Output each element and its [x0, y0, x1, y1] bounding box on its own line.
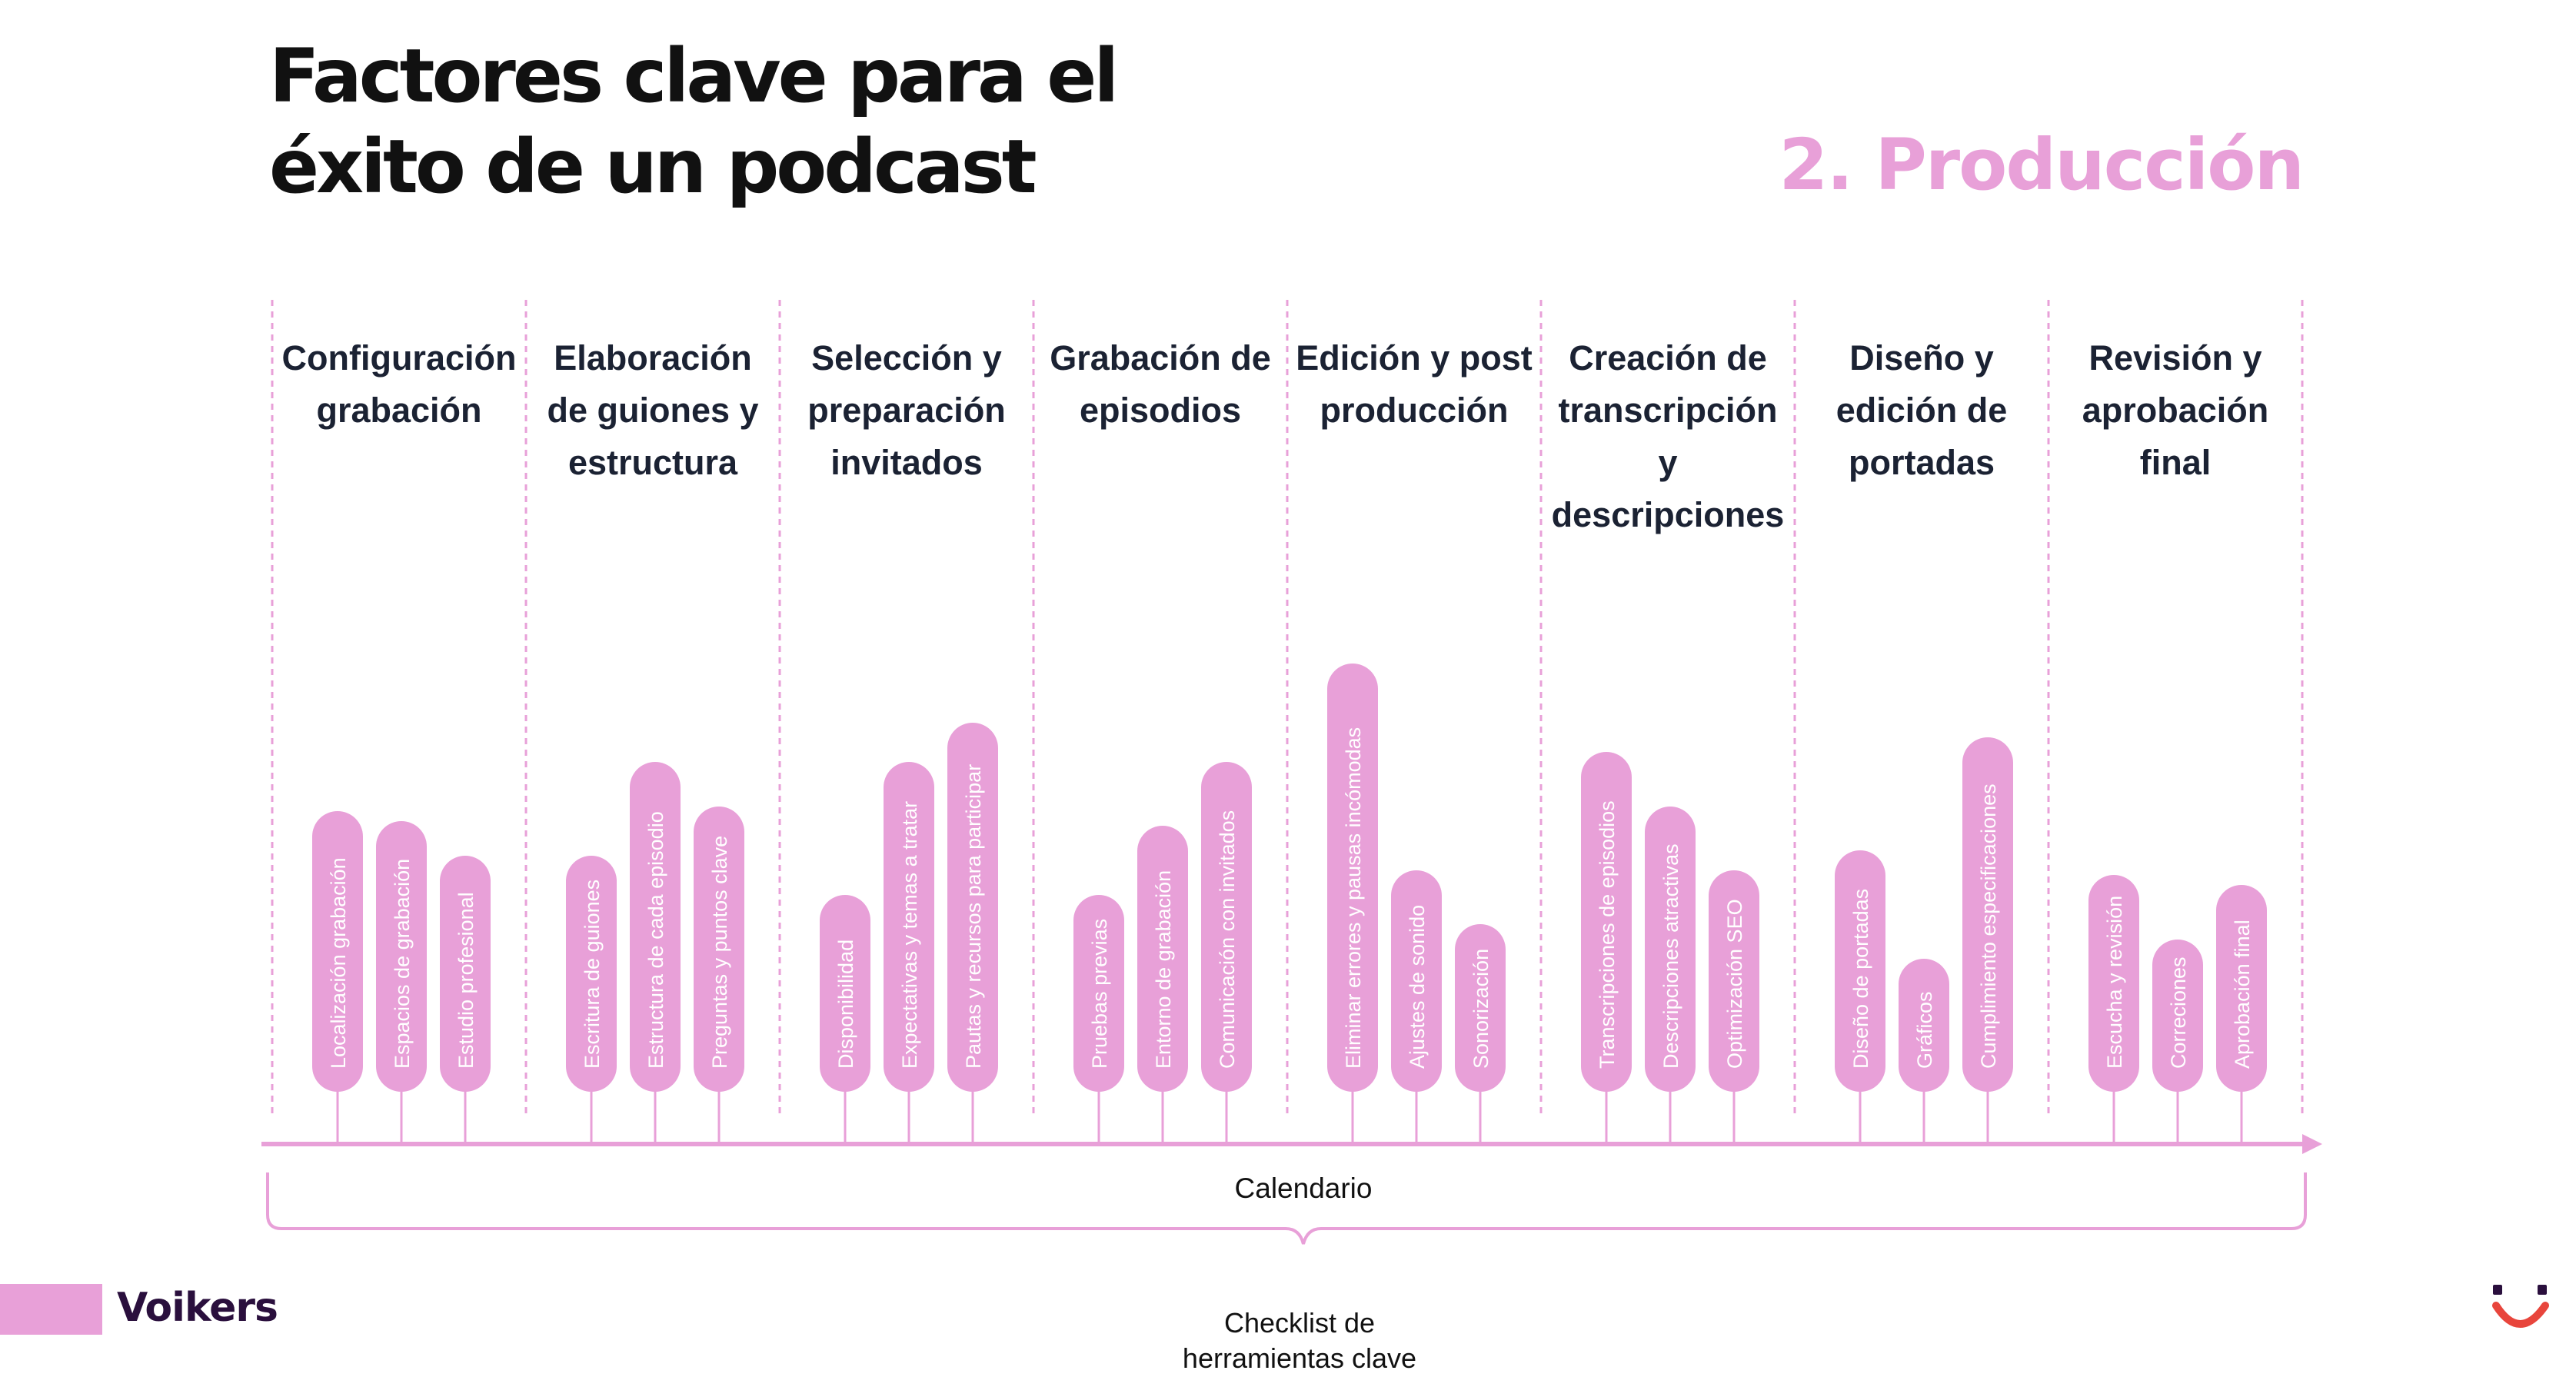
column-heading-line: final	[2139, 443, 2212, 482]
item-label: Entorno de grabación	[1152, 870, 1175, 1069]
column-heading-line: Elaboración	[554, 338, 752, 378]
item-pill	[440, 856, 491, 1092]
item-pill	[1073, 895, 1124, 1092]
checklist-label: Checklist de herramientas clave	[1107, 1306, 1492, 1376]
item-pill	[1137, 826, 1188, 1092]
item-pill	[884, 762, 934, 1092]
column-heading-line: portadas	[1848, 443, 1995, 482]
column-heading: Selección y preparación invitados	[787, 332, 1026, 489]
title-line-2: éxito de un podcast	[269, 124, 1037, 210]
column-heading-line: descripciones	[1551, 495, 1785, 534]
title-line-1: Factores clave para el	[269, 33, 1119, 119]
item-pill	[1709, 870, 1759, 1092]
column-heading: Edición y post producción	[1295, 332, 1533, 437]
column-heading: Diseño y edición de portadas	[1802, 332, 2041, 489]
timeline-arrow-icon	[2302, 1134, 2322, 1154]
item-label: Eliminar errores y pausas incómodas	[1342, 727, 1365, 1069]
item-pill	[1455, 924, 1506, 1092]
column-heading-line: grabación	[316, 391, 482, 430]
item-label: Expectativas y temas a tratar	[898, 801, 921, 1069]
item-label: Estudio profesional	[454, 892, 478, 1069]
item-label: Pautas y recursos para participar	[962, 764, 985, 1069]
item-pill	[1962, 737, 2013, 1092]
checklist-line-2: herramientas clave	[1182, 1342, 1417, 1374]
item-label: Espacios de grabación	[391, 859, 414, 1069]
item-label: Estructura de cada episodio	[644, 811, 667, 1069]
smile-logo-icon	[2492, 1285, 2549, 1328]
column-heading-line: Creación de	[1569, 338, 1767, 378]
item-label: Optimización SEO	[1723, 899, 1746, 1069]
item-pill	[630, 762, 681, 1092]
column-heading-line: edición de	[1835, 391, 2008, 430]
item-label: Preguntas y puntos clave	[708, 836, 731, 1069]
item-pill	[376, 821, 427, 1092]
item-pill	[1835, 850, 1885, 1092]
item-label: Cumplimiento especificaciones	[1977, 783, 2000, 1069]
item-pill	[1391, 870, 1442, 1092]
item-pill	[1645, 807, 1696, 1092]
item-label: Sonorización	[1469, 949, 1493, 1069]
column-heading-line: y	[1658, 443, 1678, 482]
item-pill	[694, 807, 744, 1092]
item-label: Gráficos	[1913, 991, 1936, 1069]
item-label: Localización grabación	[327, 857, 350, 1069]
stage-title: 2. Producción	[1779, 124, 2305, 206]
item-label: Escritura de guiones	[581, 880, 604, 1069]
column-heading: Grabación de episodios	[1041, 332, 1280, 437]
item-label: Correciones	[2167, 956, 2190, 1069]
column-heading-line: Configuración	[281, 338, 517, 378]
item-label: Descripciones atractivas	[1659, 843, 1682, 1069]
column-heading-line: aprobación	[2082, 391, 2269, 430]
column-heading-line: transcripción	[1558, 391, 1778, 430]
column-heading: Creación de transcripción y descripciones	[1549, 332, 1787, 541]
column-heading-line: de guiones y	[547, 391, 759, 430]
column-heading-line: Grabación de	[1050, 338, 1271, 378]
column-heading-line: episodios	[1079, 391, 1242, 430]
brand-name: Voikers	[117, 1285, 278, 1331]
item-pill	[947, 723, 998, 1092]
page-title: Factores clave para el éxito de un podca…	[269, 31, 1269, 212]
column-heading: Elaboración de guiones y estructura	[534, 332, 772, 489]
item-label: Pruebas previas	[1088, 919, 1111, 1069]
item-pill	[312, 811, 363, 1092]
item-pill	[1327, 664, 1378, 1092]
item-pill	[2216, 885, 2267, 1092]
item-label: Comunicación con invitados	[1216, 810, 1239, 1069]
item-pill	[1581, 752, 1632, 1092]
column-heading: Revisión y aprobación final	[2056, 332, 2295, 489]
column-heading-line: estructura	[567, 443, 738, 482]
column-heading-line: Selección y	[811, 338, 1002, 378]
column-heading: Configuración grabación	[280, 332, 518, 437]
column-heading-line: invitados	[830, 443, 983, 482]
column-heading-line: Edición y post	[1296, 338, 1533, 378]
item-label: Aprobación final	[2231, 920, 2254, 1069]
item-pill	[2152, 940, 2203, 1092]
column-heading-line: Revisión y	[2088, 338, 2262, 378]
brand-bar	[0, 1284, 102, 1335]
item-label: Transcripciones de episodios	[1596, 800, 1619, 1069]
item-pill	[820, 895, 870, 1092]
column-heading-line: producción	[1320, 391, 1509, 430]
item-pill	[1201, 762, 1252, 1092]
item-label: Diseño de portadas	[1849, 889, 1872, 1069]
column-heading-line: preparación	[807, 391, 1006, 430]
calendar-bracket	[266, 1172, 2307, 1245]
column-heading-line: Diseño y	[1849, 338, 1994, 378]
item-pill	[566, 856, 617, 1092]
item-label: Ajustes de sonido	[1406, 905, 1429, 1069]
item-pill	[2088, 875, 2139, 1092]
timeline-label: Calendario	[1234, 1172, 1373, 1204]
checklist-line-1: Checklist de	[1223, 1307, 1376, 1339]
item-pill	[1899, 959, 1949, 1092]
item-label: Disponibilidad	[834, 940, 857, 1069]
item-label: Escucha y revisión	[2103, 896, 2126, 1069]
